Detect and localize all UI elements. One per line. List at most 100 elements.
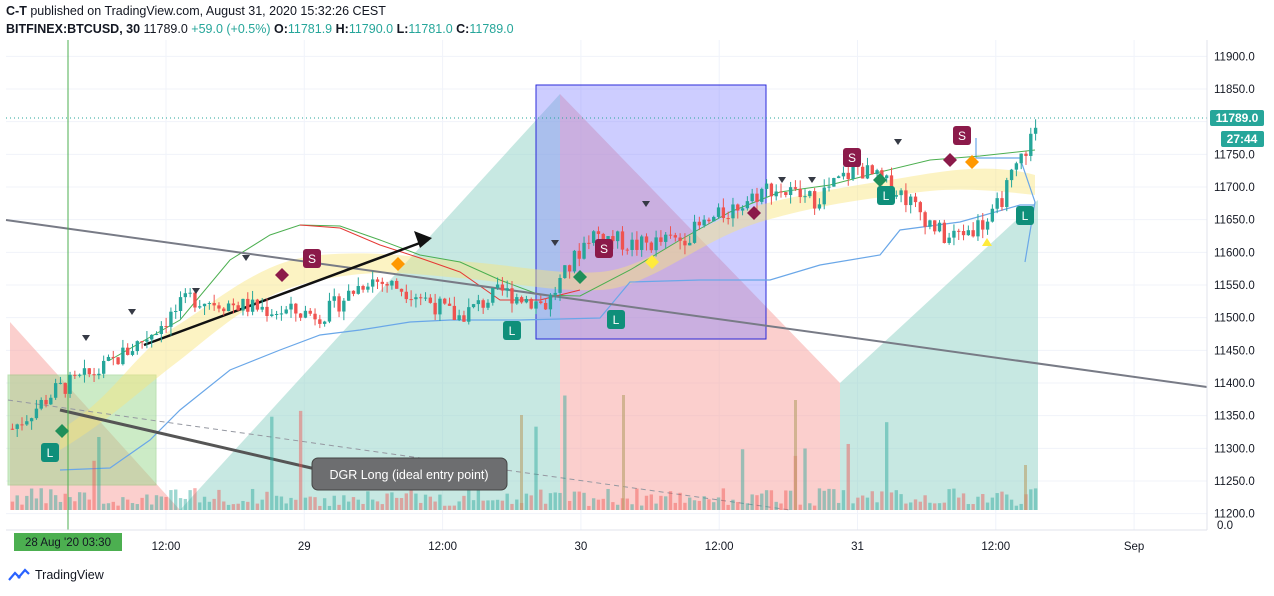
candle-body bbox=[63, 382, 67, 394]
short-signal-badge bbox=[953, 126, 971, 145]
volume-bar bbox=[457, 501, 461, 510]
volume-bar bbox=[635, 488, 639, 510]
volume-bar bbox=[294, 499, 298, 510]
candle-body bbox=[193, 292, 197, 308]
candle-body bbox=[611, 236, 615, 242]
tradingview-brand[interactable]: TradingView bbox=[7, 568, 104, 582]
candle-body bbox=[356, 286, 360, 294]
volume-bar bbox=[236, 503, 240, 510]
time-axis[interactable]: 12:00 29 12:00 30 12:00 31 12:00 Sep bbox=[152, 541, 1145, 553]
volume-bar bbox=[832, 489, 836, 510]
candle-body bbox=[183, 293, 188, 298]
signal-label: S bbox=[958, 129, 966, 143]
publish-header: C-T published on TradingView.com, August… bbox=[6, 4, 386, 18]
candle-body bbox=[1005, 180, 1009, 207]
volume-bar bbox=[58, 501, 63, 510]
volume-bar bbox=[481, 500, 485, 510]
crosshair-time-label: 28 Aug '20 03:30 bbox=[14, 533, 122, 551]
volume-bar bbox=[678, 492, 682, 510]
volume-bar bbox=[649, 494, 653, 510]
candle-body bbox=[572, 250, 577, 272]
annotation-callout[interactable]: DGR Long (ideal entry point) bbox=[311, 457, 508, 491]
candle-body bbox=[539, 301, 543, 303]
volume-bar bbox=[726, 504, 730, 510]
volume-bar bbox=[486, 500, 490, 510]
published-text: published on TradingView.com, August 31,… bbox=[30, 4, 386, 18]
candle-body bbox=[53, 383, 58, 398]
candle-body bbox=[899, 190, 903, 196]
volume-bar bbox=[1009, 499, 1014, 510]
candle-body bbox=[1024, 153, 1028, 156]
volume-bar bbox=[851, 503, 855, 510]
candle-body bbox=[327, 300, 332, 322]
volume-bar bbox=[188, 490, 192, 510]
volume-bar bbox=[981, 494, 985, 510]
volume-bar bbox=[654, 503, 658, 510]
candle-body bbox=[755, 193, 759, 202]
candle-body bbox=[846, 172, 850, 179]
candle-body bbox=[385, 283, 389, 286]
volume-bar bbox=[25, 495, 29, 510]
candle-body bbox=[510, 288, 514, 304]
volume-bar bbox=[961, 493, 966, 510]
candle-body bbox=[25, 421, 29, 425]
candle-body bbox=[73, 374, 77, 376]
volume-bar bbox=[985, 502, 990, 510]
volume-bar bbox=[683, 502, 687, 510]
candle-body bbox=[404, 291, 408, 300]
candle-body bbox=[812, 191, 817, 209]
candle-body bbox=[207, 303, 212, 305]
signal-label: S bbox=[308, 252, 316, 266]
down-triangle-marker bbox=[778, 177, 786, 183]
candle-body bbox=[274, 313, 279, 315]
candle-body bbox=[265, 306, 269, 317]
volume-bar bbox=[87, 499, 91, 510]
arrow-line[interactable] bbox=[143, 238, 429, 347]
candle-body bbox=[707, 219, 711, 222]
volume-bar bbox=[1029, 489, 1033, 510]
volume-bar bbox=[241, 500, 245, 510]
open-value: 11781.9 bbox=[287, 22, 333, 36]
trend-line[interactable] bbox=[5, 219, 1208, 388]
symbol-label[interactable]: BITFINEX:BTCUSD, 30 bbox=[6, 22, 141, 36]
volume-bar bbox=[822, 490, 826, 510]
volume-bar bbox=[231, 504, 236, 510]
volume-bar bbox=[414, 493, 418, 510]
volume-bar bbox=[548, 493, 553, 510]
volume-bar bbox=[366, 491, 370, 510]
candle-body bbox=[313, 313, 317, 320]
candle-body bbox=[222, 308, 226, 312]
candle-body bbox=[985, 221, 990, 230]
candle-body bbox=[97, 373, 101, 376]
candle-body bbox=[947, 237, 951, 243]
volume-bar bbox=[942, 502, 947, 510]
volume-bar bbox=[928, 502, 932, 510]
volume-bar bbox=[174, 489, 178, 510]
volume-spike bbox=[1024, 465, 1027, 510]
short-signal-badge bbox=[303, 249, 321, 268]
candle-body bbox=[913, 196, 918, 203]
volume-bar bbox=[664, 496, 668, 510]
candle-body bbox=[423, 297, 428, 299]
candle-body bbox=[625, 249, 629, 251]
candle-body bbox=[279, 313, 284, 315]
volume-axis-tick: 0.0 bbox=[1217, 520, 1233, 532]
volume-bar bbox=[606, 488, 610, 510]
volume-bar bbox=[688, 497, 692, 510]
volume-bar bbox=[140, 497, 144, 510]
volume-bar bbox=[543, 503, 548, 510]
candle-body bbox=[130, 351, 135, 355]
volume-bar bbox=[500, 500, 505, 510]
candle-body bbox=[688, 242, 692, 246]
candle-body bbox=[212, 303, 216, 306]
candle-body bbox=[937, 222, 942, 232]
candle-body bbox=[371, 279, 375, 287]
volume-bar bbox=[289, 497, 293, 510]
candle-body bbox=[779, 191, 783, 193]
long-zone-1 bbox=[180, 94, 560, 510]
candle-body bbox=[337, 296, 341, 312]
volume-bar bbox=[865, 497, 870, 510]
volume-bar bbox=[34, 498, 39, 510]
volume-bar bbox=[760, 493, 764, 510]
